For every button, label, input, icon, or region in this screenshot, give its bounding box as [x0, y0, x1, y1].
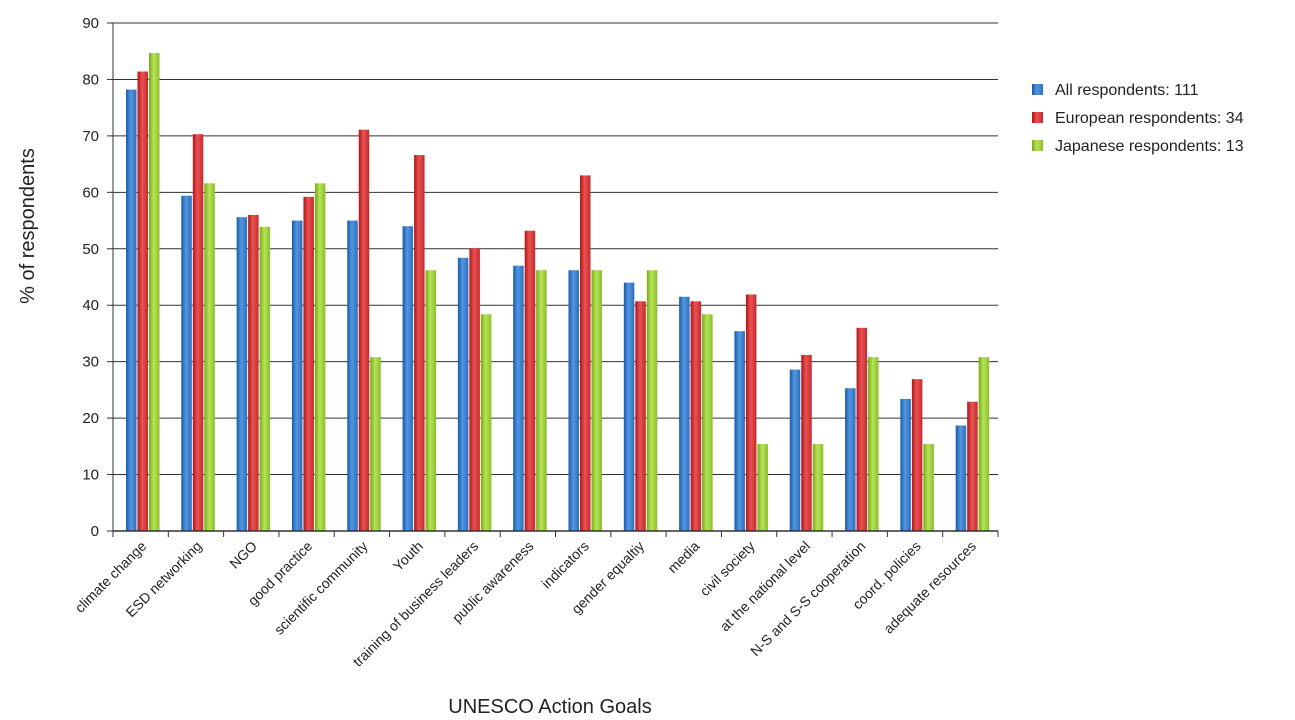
bar — [314, 183, 326, 531]
y-tick-label: 0 — [91, 523, 99, 540]
y-tick-label: 10 — [82, 467, 99, 484]
legend-swatch — [1032, 84, 1043, 95]
bar — [623, 282, 635, 531]
bar — [923, 444, 934, 531]
bar — [347, 220, 358, 532]
bar — [402, 226, 414, 531]
bar — [137, 71, 148, 531]
x-tick-label: media — [664, 538, 702, 576]
axes — [107, 22, 999, 537]
bar — [469, 248, 480, 532]
y-tick-labels: 0 10 20 30 40 50 60 70 80 90 — [82, 15, 99, 540]
bar — [513, 265, 524, 531]
y-tick-label: 80 — [82, 71, 99, 88]
bar — [358, 129, 370, 531]
bar — [181, 195, 192, 531]
bar — [745, 294, 757, 531]
bars — [126, 52, 990, 532]
y-axis-title: % of respondents — [17, 148, 39, 304]
bar — [911, 379, 923, 531]
bar — [646, 270, 658, 531]
bar — [248, 214, 259, 531]
y-tick-label: 30 — [82, 354, 99, 371]
bar — [801, 354, 812, 531]
bar — [856, 327, 868, 531]
bar — [635, 301, 646, 531]
bar — [259, 226, 271, 531]
bar — [955, 425, 967, 531]
y-tick-label: 90 — [82, 15, 99, 32]
bar — [690, 301, 702, 531]
bar — [480, 314, 492, 531]
bar — [204, 183, 215, 531]
bar — [291, 220, 303, 532]
y-tick-label: 60 — [82, 184, 99, 201]
bar — [536, 270, 547, 531]
bar — [370, 357, 381, 531]
y-tick-label: 40 — [82, 297, 99, 314]
y-tick-label: 50 — [82, 241, 99, 258]
bar — [425, 270, 437, 531]
legend-swatch — [1032, 140, 1043, 151]
legend: All respondents: 111 European respondents… — [1032, 82, 1244, 155]
bar — [126, 89, 137, 532]
bar — [457, 257, 469, 531]
x-axis-title: UNESCO Action Goals — [448, 696, 651, 718]
x-tick-label: NGO — [226, 538, 260, 572]
bar — [757, 444, 768, 531]
bar — [591, 270, 602, 531]
bar — [580, 175, 591, 531]
bar — [702, 314, 713, 531]
x-tick-label: scientific community — [271, 538, 371, 638]
bar — [734, 331, 745, 531]
bar — [568, 270, 579, 531]
bar — [524, 230, 536, 531]
bar — [414, 155, 425, 531]
legend-label: Japanese respondents: 13 — [1055, 138, 1244, 155]
legend-label: All respondents: 111 — [1055, 82, 1199, 99]
y-tick-label: 70 — [82, 128, 99, 145]
x-tick-label: adequate resources — [880, 538, 979, 637]
legend-label: European respondents: 34 — [1055, 110, 1244, 127]
bar — [192, 134, 204, 531]
x-tick-label: N-S and S-S cooperation — [747, 538, 868, 659]
bar — [149, 52, 160, 531]
bar — [303, 196, 314, 532]
bar — [868, 357, 879, 531]
bar — [967, 401, 978, 531]
bar — [812, 444, 824, 531]
x-tick-label: Youth — [390, 538, 426, 574]
x-tick-label: indicators — [538, 538, 592, 592]
bar — [845, 388, 856, 531]
bar — [236, 217, 248, 531]
bar — [978, 357, 990, 531]
bar — [789, 369, 801, 531]
legend-swatch — [1032, 112, 1043, 123]
y-tick-label: 20 — [82, 410, 99, 427]
bar — [679, 296, 690, 531]
bar — [900, 398, 911, 531]
